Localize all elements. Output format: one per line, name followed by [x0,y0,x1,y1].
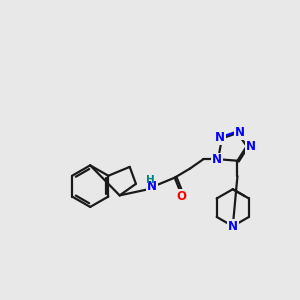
Text: N: N [212,154,222,166]
Text: N: N [246,140,256,153]
Text: H: H [146,175,155,185]
Text: N: N [228,220,238,233]
Text: N: N [235,126,245,139]
Text: O: O [177,190,187,203]
Text: N: N [147,180,157,194]
Text: N: N [214,131,225,144]
